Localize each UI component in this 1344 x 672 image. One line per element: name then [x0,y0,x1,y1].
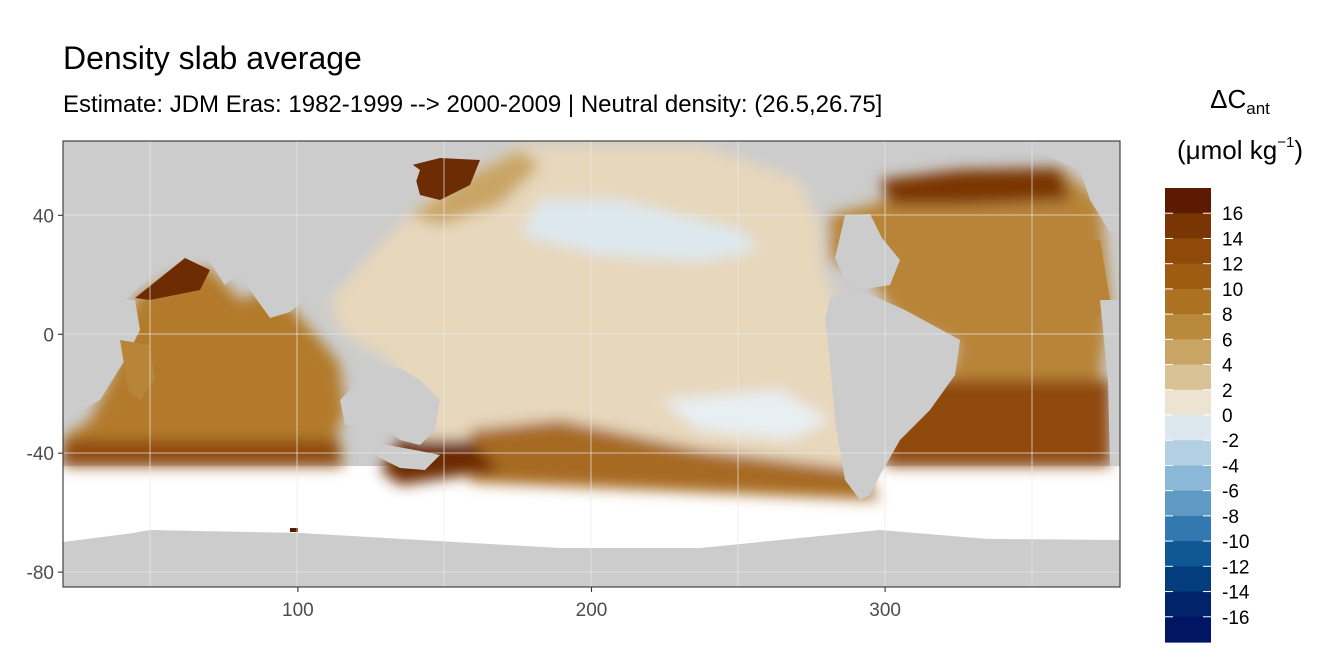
legend-tick-label: 16 [1222,204,1243,225]
chart-subtitle: Estimate: JDM Eras: 1982-1999 --> 2000-2… [63,91,883,118]
land-australia [340,365,440,445]
okhotsk-sea [412,158,480,200]
land-europe [1010,141,1120,232]
legend-tick-label: 14 [1222,229,1244,250]
legend-color-step [1165,490,1211,517]
legend-title-main: ΔC [1210,84,1247,114]
legend-color-step [1165,314,1211,340]
legend-color-step [1165,288,1211,315]
south-pacific-minimum [660,390,830,440]
legend-color-step [1165,389,1211,416]
legend-tick-label: -6 [1222,482,1239,503]
legend-color-step [1165,213,1211,240]
legend-color-step [1165,616,1211,643]
legend-color-step [1165,566,1211,593]
legend-color-step [1165,263,1211,290]
north-atlantic [880,168,1070,205]
land-new-zealand [360,440,440,470]
legend-color-step [1165,541,1211,567]
legend-tick-label: 10 [1222,280,1243,301]
y-tick-label: -40 [27,444,54,465]
legend-color-step [1165,188,1211,214]
pacific-south-band [470,420,880,500]
south-atlantic [885,380,1110,466]
land-eurasia-africa-north [63,141,420,318]
legend-color-step [1165,465,1211,492]
y-tick-label: 0 [43,325,54,346]
legend-color-step [1165,415,1211,441]
legend-color-step [1165,440,1211,467]
arabian-sea [135,258,210,300]
legend-color-step [1165,515,1211,542]
legend-tick-label: -12 [1222,557,1249,578]
legend-tick-label: -4 [1222,456,1239,477]
x-tick-label: 300 [869,600,901,621]
chart-title: Density slab average [63,40,362,76]
land-africa-west [1100,300,1120,466]
legend-tick-label: 0 [1222,406,1233,427]
legend-tick-label: 8 [1222,305,1233,326]
x-axis: 100 200 300 [282,587,901,621]
legend-tick-label: 4 [1222,356,1233,377]
legend-color-step [1165,238,1211,265]
legend-tick-label: -14 [1222,583,1250,604]
legend-tick-label: 2 [1222,381,1233,402]
legend-tick-label: -8 [1222,507,1239,528]
legend-unit-sup: −1 [1277,134,1295,151]
legend-unit-close: ) [1294,135,1303,165]
x-tick-label: 200 [576,600,608,621]
legend-color-step [1165,339,1211,366]
legend-unit-main: (μmol kg [1177,135,1278,165]
plot-panel [63,141,1120,587]
legend-color-step [1165,364,1211,391]
legend-title-sub: ant [1246,99,1270,118]
legend-tick-label: 6 [1222,330,1233,351]
y-axis: 40 0 -40 -80 [27,206,63,584]
legend-tick-label: -2 [1222,431,1239,452]
land-north-america-east [835,214,900,290]
grid-lines [63,141,1120,587]
legend-unit: (μmol kg−1) [1150,134,1330,166]
legend-colorbar: 16 14 12 10 8 6 4 2 0 -2 -4 -6 -8 -10 -12 -14 -16 [1165,188,1250,643]
x-tick-label: 100 [282,600,314,621]
kuroshio-region [410,150,540,225]
mozambique-channel [120,340,155,400]
legend-color-step [1165,591,1211,618]
legend-tick-label: 12 [1222,255,1243,276]
legend-title: ΔCant [1160,84,1320,119]
y-tick-label: -80 [27,563,54,584]
ocean-field [63,145,1110,500]
gulf-of-guinea [1040,240,1110,320]
y-tick-label: 40 [33,206,54,227]
land-africa-east [63,265,140,420]
antarctic-edge-mark [290,528,298,532]
legend-tick-label: -10 [1222,532,1249,553]
land-south-america [825,290,960,500]
legend-tick-label: -16 [1222,608,1249,629]
